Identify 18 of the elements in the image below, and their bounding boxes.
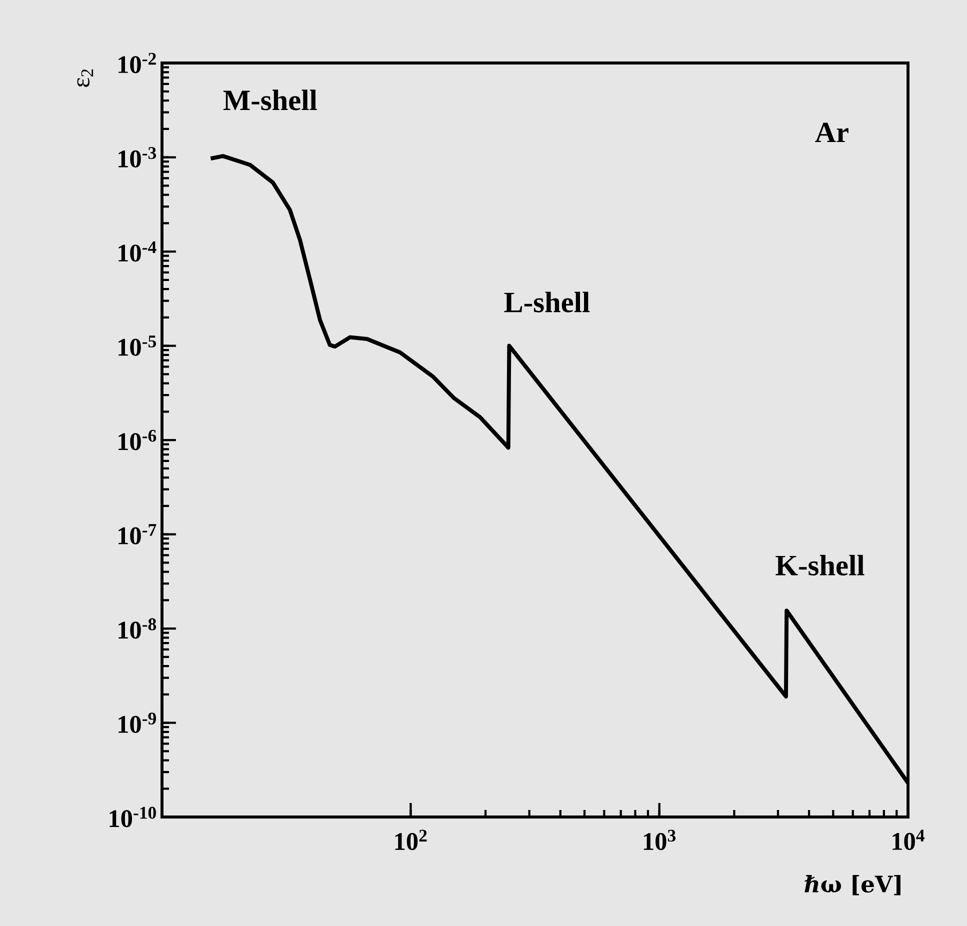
y-axis-title: ε$_{2}$ <box>77 69 94 87</box>
annotation: K-shell <box>776 554 864 576</box>
y-tick-label: 10$^{-9}$ <box>118 712 156 733</box>
annotation: M-shell <box>223 90 317 110</box>
y-tick-label: 10$^{-4}$ <box>118 241 156 262</box>
y-tick-label: 10$^{-2}$ <box>118 52 156 74</box>
y-tick-label: 10$^{-8}$ <box>118 618 156 639</box>
x-tick-label: 10$^{4}$ <box>892 830 924 850</box>
y-tick-label: 10$^{-7}$ <box>118 524 156 544</box>
annotation: Ar <box>815 122 848 142</box>
y-tick-label: 10$^{-3}$ <box>118 147 156 168</box>
x-tick-label: 10$^{2}$ <box>395 830 427 850</box>
y-tick-label: 10$^{-6}$ <box>118 430 156 450</box>
annotation: L-shell <box>504 292 590 312</box>
y-tick-label: 10$^{-10}$ <box>110 806 156 828</box>
x-axis-title: ℏω [eV] <box>804 875 900 896</box>
y-tick-label: 10$^{-5}$ <box>118 336 156 356</box>
x-tick-label: 10$^{3}$ <box>644 830 676 850</box>
